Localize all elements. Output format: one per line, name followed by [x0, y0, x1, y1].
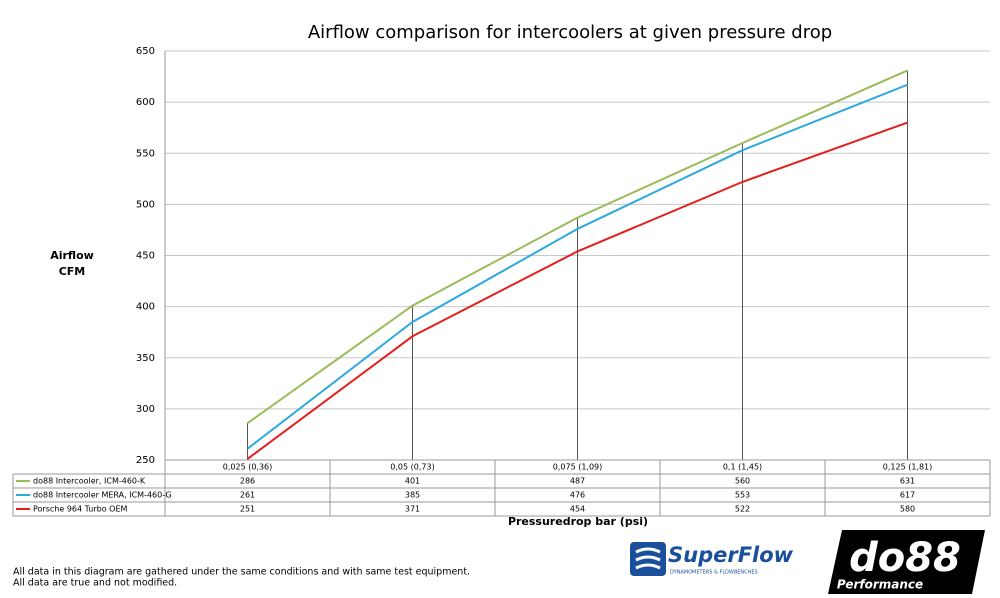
- y-tick-label: 550: [136, 148, 155, 159]
- table-value: 580: [900, 505, 915, 514]
- table-value: 371: [405, 505, 420, 514]
- x-tick-label: 0,025 (0,36): [223, 463, 273, 472]
- series-line: [246, 69, 908, 425]
- legend-label: do88 Intercooler MERA, ICM-460-G: [33, 491, 172, 500]
- legend-label: Porsche 964 Turbo OEM: [33, 505, 128, 514]
- logo-text: Performance: [837, 578, 923, 592]
- table-value: 286: [240, 477, 255, 486]
- logo-background: [828, 530, 985, 594]
- legend-label: do88 Intercooler, ICM-460-K: [33, 477, 146, 486]
- series-line: [246, 121, 908, 460]
- x-tick-label: 0,075 (1,09): [553, 463, 603, 472]
- table-value: 553: [735, 491, 750, 500]
- table-value: 522: [735, 505, 750, 514]
- y-tick-label: 500: [136, 199, 155, 210]
- chart-title: Airflow comparison for intercoolers at g…: [308, 22, 832, 43]
- y-tick-label: 350: [136, 353, 155, 364]
- logo-icon: [630, 542, 666, 576]
- table-value: 401: [405, 477, 420, 486]
- logo-text: do88: [849, 535, 961, 581]
- footnote: All data are true and not modified.: [13, 578, 177, 589]
- y-axis-label: Airflow: [50, 249, 94, 262]
- logo-text: DYNAMOMETERS & FLOWBENCHES: [670, 570, 758, 576]
- table-value: 631: [900, 477, 915, 486]
- x-tick-label: 0,125 (1,81): [883, 463, 933, 472]
- series-line: [246, 83, 908, 450]
- table-value: 385: [405, 491, 420, 500]
- table-value: 251: [240, 505, 255, 514]
- table-value: 560: [735, 477, 750, 486]
- x-tick-label: 0,1 (1,45): [723, 463, 762, 472]
- logo-icon: [635, 547, 661, 570]
- table-value: 476: [570, 491, 585, 500]
- do88-logo: do88 Performance: [828, 530, 985, 594]
- y-tick-label: 400: [136, 302, 155, 313]
- y-tick-label: 600: [136, 97, 155, 108]
- logo-text: SuperFlow: [668, 543, 794, 567]
- superflow-logo: SuperFlow DYNAMOMETERS & FLOWBENCHES: [630, 542, 794, 576]
- table-value: 617: [900, 491, 915, 500]
- table-value: 454: [570, 505, 585, 514]
- y-tick-label: 300: [136, 404, 155, 415]
- y-tick-label: 250: [136, 455, 155, 466]
- y-tick-label: 650: [136, 46, 155, 57]
- footnote: All data in this diagram are gathered un…: [13, 567, 470, 578]
- x-tick-label: 0,05 (0,73): [390, 463, 434, 472]
- table-value: 487: [570, 477, 585, 486]
- table-value: 261: [240, 491, 255, 500]
- x-axis-label: Pressuredrop bar (psi): [508, 515, 648, 528]
- y-tick-label: 450: [136, 251, 155, 262]
- y-axis-label: CFM: [59, 265, 86, 278]
